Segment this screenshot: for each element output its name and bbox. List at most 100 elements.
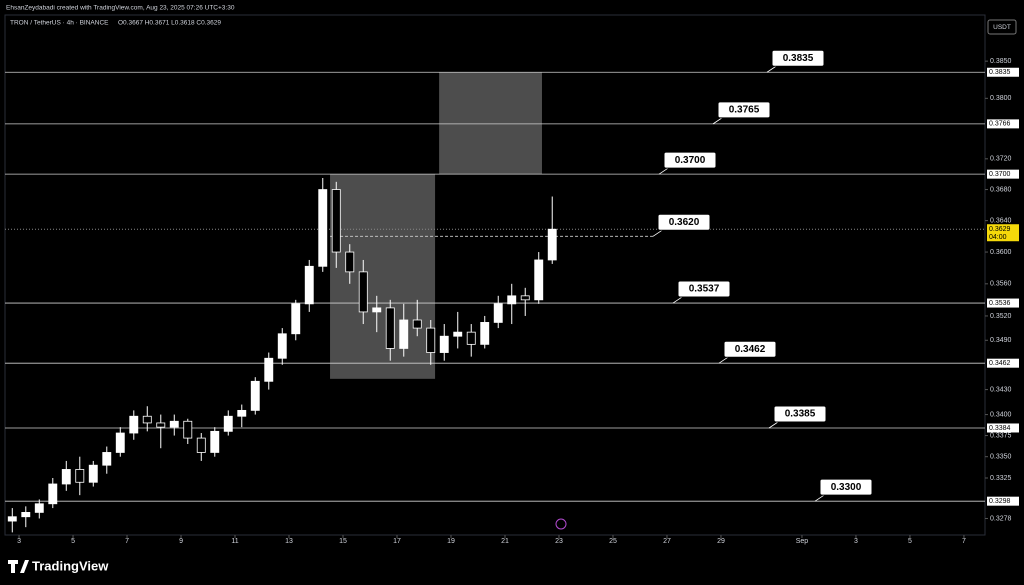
candle-body <box>331 189 341 253</box>
y-tick-label: 0.3560 <box>990 281 1012 288</box>
candle-body <box>318 189 328 267</box>
candle-body <box>156 422 166 428</box>
candle-body <box>453 331 463 337</box>
x-tick-label: 17 <box>393 538 401 545</box>
y-tick-label: 0.3375 <box>990 432 1012 439</box>
candle-body <box>372 307 382 313</box>
x-tick-label: 27 <box>663 538 671 545</box>
x-tick-label: 25 <box>609 538 617 545</box>
x-tick-label: 21 <box>501 538 509 545</box>
brand: TradingView <box>32 558 109 573</box>
candle-body <box>196 437 206 453</box>
candle-body <box>102 452 112 466</box>
callout-box <box>819 478 873 496</box>
currency-box[interactable] <box>987 19 1017 35</box>
candle-body <box>223 415 233 432</box>
y-tick-label: 0.3850 <box>990 58 1012 65</box>
currency: USDT <box>993 24 1011 31</box>
countdown: 04:00 <box>989 234 1007 241</box>
callout-label: 0.3765 <box>729 105 760 116</box>
x-tick-label: 13 <box>285 538 293 545</box>
candle-body <box>7 516 17 522</box>
level-axis-box <box>987 169 1019 179</box>
current-price-box <box>987 224 1019 242</box>
y-tick-label: 0.3278 <box>990 515 1012 522</box>
candle-body <box>142 415 152 424</box>
plot-frame <box>4 14 986 536</box>
x-tick-label: 9 <box>179 538 183 545</box>
y-tick-label: 0.3680 <box>990 186 1012 193</box>
callout-label: 0.3700 <box>675 155 706 166</box>
symbol-title: TRON / TetherUS · 4h · BINANCE <box>10 20 109 27</box>
candle-body <box>115 432 125 453</box>
candle-body <box>520 295 530 301</box>
callout-box <box>771 49 825 67</box>
x-tick-label: 15 <box>339 538 347 545</box>
level-axis-label: 0.3835 <box>989 69 1011 76</box>
event-icon[interactable] <box>555 518 567 530</box>
level-axis-box <box>987 358 1019 368</box>
y-tick-label: 0.3800 <box>990 95 1012 102</box>
level-axis-label: 0.3298 <box>989 498 1011 505</box>
callout-pointer <box>814 494 825 502</box>
y-tick-label: 0.3490 <box>990 337 1012 344</box>
candle-body <box>345 251 355 273</box>
candle-body <box>534 259 544 301</box>
candle-body <box>34 503 44 513</box>
candle-body <box>399 319 409 349</box>
level-axis-label: 0.3384 <box>989 425 1011 432</box>
x-tick-label: 3 <box>17 538 21 545</box>
y-tick-label: 0.3520 <box>990 313 1012 320</box>
candle-body <box>48 483 58 505</box>
callout-box <box>657 213 711 231</box>
callout-box <box>773 405 827 423</box>
candle-body <box>291 303 301 335</box>
callout-label: 0.3620 <box>669 217 700 228</box>
y-tick-label: 0.3640 <box>990 217 1012 224</box>
candle-body <box>439 335 449 353</box>
candle-body <box>237 409 247 417</box>
level-axis-label: 0.3536 <box>989 300 1011 307</box>
level-axis-label: 0.3700 <box>989 171 1011 178</box>
candle-body <box>75 469 85 483</box>
callout-pointer <box>766 65 777 73</box>
brand-logo <box>8 560 29 573</box>
candle-body <box>507 295 517 305</box>
x-tick-label: 29 <box>717 538 725 545</box>
x-tick-label: 19 <box>447 538 455 545</box>
candle-body <box>61 469 71 485</box>
logo-mark <box>8 560 29 573</box>
zone <box>330 174 436 379</box>
x-tick-label: 7 <box>962 538 966 545</box>
callout-label: 0.3385 <box>785 409 816 420</box>
x-tick-label: 3 <box>854 538 858 545</box>
level-axis-box <box>987 67 1019 77</box>
candle-body <box>210 430 220 453</box>
callout-label: 0.3300 <box>831 482 862 493</box>
y-tick-label: 0.3430 <box>990 386 1012 393</box>
candle-body <box>547 228 557 261</box>
callout-pointer <box>718 356 729 364</box>
level-axis-box <box>987 423 1019 433</box>
x-tick-label: 23 <box>555 538 563 545</box>
callout-pointer <box>652 229 663 237</box>
candle-body <box>277 333 287 359</box>
candle-body <box>466 331 476 345</box>
callout-label: 0.3835 <box>783 53 814 64</box>
y-tick-label: 0.3325 <box>990 475 1012 482</box>
candle-body <box>358 271 368 313</box>
current-price-label: 0.3629 <box>989 226 1011 233</box>
credit: EhsanZeydabadi created with TradingView.… <box>6 5 235 12</box>
callout-box <box>663 151 717 169</box>
zone <box>439 72 542 175</box>
callout-pointer <box>768 421 779 429</box>
candle-body <box>264 357 274 382</box>
candle-body <box>88 464 98 483</box>
level-axis-box <box>987 119 1019 129</box>
level-axis-box <box>987 496 1019 506</box>
callout-label: 0.3462 <box>735 344 766 355</box>
candle-body <box>412 319 422 329</box>
callout-pointer <box>672 296 683 304</box>
